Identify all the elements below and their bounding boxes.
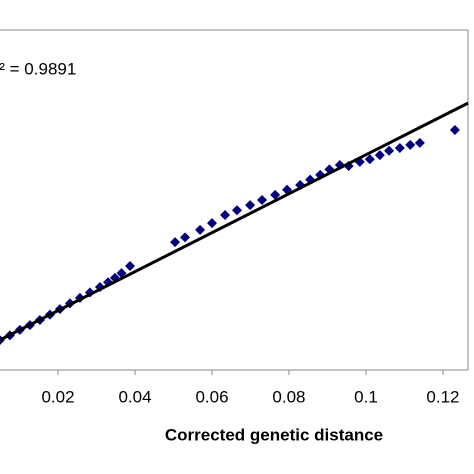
- x-tick-label: 0.1: [354, 387, 378, 406]
- point: [170, 237, 181, 248]
- r-squared-annotation: R² = 0.9891: [0, 59, 76, 78]
- point: [245, 200, 256, 211]
- point: [180, 232, 191, 243]
- x-tick-label: 0.12: [426, 387, 459, 406]
- plot-frame: [0, 29, 469, 371]
- x-tick-label: 0.04: [118, 387, 151, 406]
- series: [0, 124, 460, 345]
- x-axis-title: Corrected genetic distance: [165, 425, 383, 444]
- trendline: [0, 101, 469, 342]
- point: [384, 145, 395, 156]
- point: [257, 195, 268, 205]
- x-tick-label: 0.08: [272, 387, 305, 406]
- point: [414, 137, 425, 148]
- point: [364, 154, 375, 165]
- x-tick-label: 0.06: [195, 387, 228, 406]
- point: [405, 139, 416, 150]
- point: [449, 124, 460, 135]
- point: [220, 209, 231, 220]
- point: [374, 150, 385, 161]
- point: [195, 224, 206, 235]
- point: [270, 189, 281, 200]
- point: [124, 260, 135, 271]
- point: [394, 142, 405, 153]
- point: [232, 205, 243, 216]
- x-tick-label: 0.02: [41, 387, 74, 406]
- point: [206, 218, 217, 229]
